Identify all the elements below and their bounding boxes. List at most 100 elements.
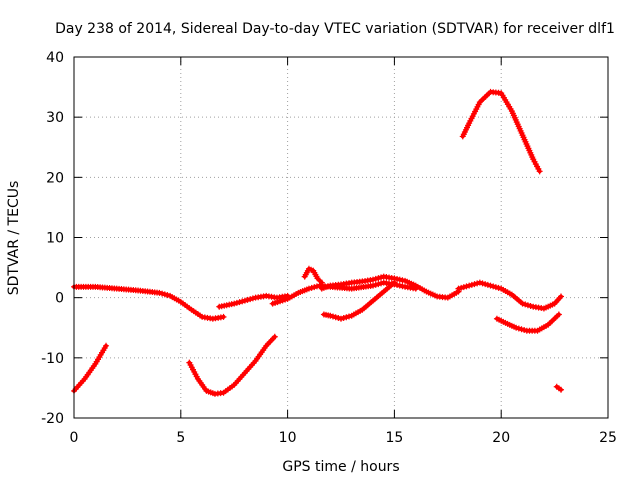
data-point [391, 279, 398, 286]
x-tick-label: 25 [599, 430, 617, 446]
data-point [327, 312, 334, 319]
data-point [460, 284, 467, 291]
data-point [527, 302, 534, 309]
data-point [311, 284, 318, 291]
data-point [164, 292, 171, 299]
data-point [399, 283, 406, 290]
series-track-8 [320, 279, 398, 322]
series-track-12 [553, 383, 565, 393]
series-track-7 [318, 273, 462, 301]
series-track-1 [71, 342, 110, 394]
data-point [558, 293, 565, 300]
series-track-10 [493, 311, 562, 334]
data-point [522, 301, 529, 308]
y-tick-label: 40 [46, 50, 64, 66]
data-point [372, 281, 379, 288]
data-point [375, 281, 382, 288]
data-point [378, 280, 385, 287]
x-tick-label: 0 [70, 430, 79, 446]
data-point [231, 300, 238, 307]
data-point [318, 279, 325, 286]
data-point [468, 281, 475, 288]
chart-title: Day 238 of 2014, Sidereal Day-to-day VTE… [55, 21, 615, 37]
data-point [476, 279, 483, 286]
data-point [558, 386, 565, 393]
data-point [484, 281, 491, 288]
x-tick-label: 20 [492, 430, 510, 446]
data-point [335, 314, 342, 321]
data-point [308, 284, 315, 291]
series-track-4 [216, 292, 291, 310]
data-point [482, 281, 489, 288]
series-track-6 [301, 265, 325, 286]
data-point [220, 313, 227, 320]
data-point [378, 274, 385, 281]
data-point [159, 290, 166, 297]
data-point [455, 285, 462, 292]
series-track-2 [71, 283, 227, 322]
data-point [244, 296, 251, 303]
data-point [555, 311, 562, 318]
data-point [338, 315, 344, 322]
data-point [492, 284, 499, 291]
y-axis-label: SDTVAR / TECUs [6, 181, 22, 296]
data-point [518, 326, 525, 333]
data-point [487, 282, 494, 289]
y-tick-label: 30 [46, 110, 64, 126]
data-point [343, 314, 350, 321]
data-point [103, 342, 110, 349]
data-point [236, 299, 243, 306]
data-point [247, 296, 254, 303]
x-tick-label: 15 [385, 430, 403, 446]
data-point [329, 313, 336, 320]
y-tick-label: -10 [41, 351, 64, 367]
data-point [340, 314, 347, 321]
data-point [463, 283, 470, 290]
data-point [458, 284, 465, 291]
data-point [471, 281, 478, 288]
data-point [466, 282, 473, 289]
data-point [495, 284, 502, 291]
data-point [519, 300, 526, 307]
data-point [372, 275, 379, 282]
x-axis-label: GPS time / hours [282, 459, 399, 475]
series-track-11 [459, 88, 543, 175]
grid [74, 57, 608, 418]
data-point [305, 285, 312, 292]
x-tick-label: 10 [279, 430, 297, 446]
data-point [233, 299, 240, 306]
data-point [515, 325, 522, 332]
data-point [271, 333, 278, 340]
y-tick-label: 10 [46, 231, 64, 247]
data-point [332, 314, 339, 321]
y-tick-label: 0 [55, 291, 64, 307]
data-point [479, 280, 486, 287]
data-point [249, 295, 256, 302]
data-point [370, 276, 377, 283]
series-track-9 [455, 279, 565, 312]
data-point [521, 327, 528, 334]
x-tick-label: 5 [176, 430, 185, 446]
y-tick-label: 20 [46, 170, 64, 186]
data-point [474, 280, 481, 287]
data-point [490, 283, 497, 290]
data-point [536, 168, 543, 175]
data-point [394, 276, 401, 283]
data-series [71, 88, 565, 397]
series-track-3 [186, 333, 278, 397]
data-point [399, 277, 406, 284]
axis-ticks [73, 56, 609, 419]
tick-labels: 0 5 10 15 20 25 -20 -10 0 10 20 30 40 [41, 50, 617, 446]
data-point [241, 297, 248, 304]
data-point [313, 283, 320, 290]
data-point [513, 324, 520, 331]
y-tick-label: -20 [41, 411, 64, 427]
data-point [396, 282, 403, 289]
data-point [156, 289, 163, 296]
data-point [161, 291, 168, 298]
data-point [370, 282, 377, 289]
data-point [239, 298, 246, 305]
data-point [396, 276, 403, 283]
